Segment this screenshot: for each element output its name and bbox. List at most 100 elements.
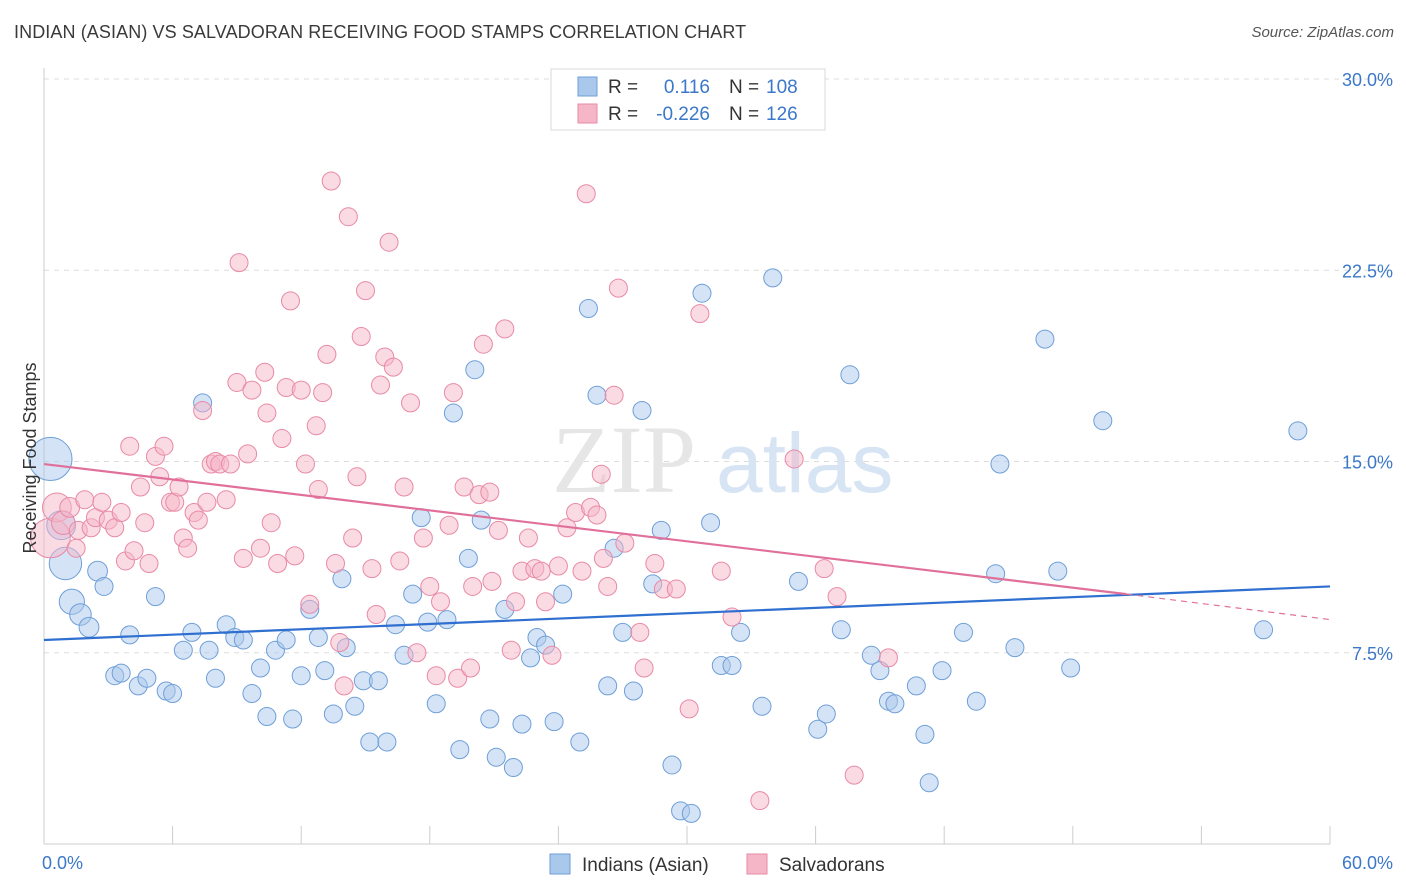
data-point — [501, 640, 521, 660]
data-point — [75, 490, 95, 510]
data-point — [379, 232, 399, 252]
data-point — [124, 541, 144, 561]
data-point — [135, 513, 155, 533]
series-legend: Indians (Asian) Salvadorans — [549, 853, 885, 876]
data-point — [280, 291, 300, 311]
data-point — [390, 551, 410, 571]
data-point — [169, 477, 189, 497]
data-point — [439, 515, 459, 535]
data-point — [990, 454, 1010, 474]
data-point — [486, 747, 506, 767]
data-point — [711, 561, 731, 581]
data-point — [426, 694, 446, 714]
data-point — [1093, 411, 1113, 431]
data-point — [458, 548, 478, 568]
data-point — [401, 393, 421, 413]
data-point — [300, 594, 320, 614]
data-point — [394, 477, 414, 497]
data-point — [752, 696, 772, 716]
data-point — [542, 645, 562, 665]
data-point — [587, 505, 607, 525]
data-point — [604, 385, 624, 405]
data-point — [953, 622, 973, 642]
data-point — [906, 676, 926, 696]
bottom-legend-label-blue: Indians (Asian) — [582, 855, 709, 876]
data-point — [518, 528, 538, 548]
data-point — [506, 592, 526, 612]
data-point — [276, 630, 296, 650]
data-point — [808, 719, 828, 739]
data-point — [431, 592, 451, 612]
data-point — [257, 707, 277, 726]
data-point — [413, 528, 433, 548]
data-point — [242, 380, 262, 400]
data-point — [137, 668, 157, 688]
trend-lines — [43, 462, 1331, 642]
data-point — [250, 538, 270, 558]
data-point — [919, 773, 939, 793]
data-point — [283, 709, 303, 729]
legend-swatch-pink — [577, 103, 598, 124]
data-point — [120, 436, 140, 456]
data-point — [94, 576, 114, 596]
legend-r-label-pink: R = — [608, 104, 638, 125]
data-point — [814, 559, 834, 579]
data-point — [366, 605, 386, 624]
data-point — [154, 436, 174, 456]
data-point — [593, 548, 613, 568]
data-point — [576, 184, 596, 204]
data-point — [495, 319, 515, 339]
watermark-zip: ZIP — [552, 406, 696, 513]
data-point — [306, 416, 326, 436]
bottom-legend-label-pink: Salvadorans — [779, 855, 885, 876]
data-point — [827, 587, 847, 607]
bottom-legend-swatch-pink — [746, 853, 768, 875]
data-point — [313, 383, 333, 403]
data-point — [578, 299, 598, 318]
data-point — [570, 732, 590, 752]
data-point — [362, 559, 382, 579]
x-tick-label-max: 60.0% — [1342, 853, 1393, 873]
data-point — [291, 380, 311, 400]
data-point — [163, 684, 183, 704]
data-point — [722, 656, 742, 675]
data-point — [544, 712, 564, 732]
data-point — [295, 454, 315, 474]
data-point — [383, 357, 403, 377]
data-point — [356, 281, 375, 301]
legend-r-value-pink: -0.226 — [656, 104, 710, 125]
data-point — [368, 671, 388, 691]
data-point — [227, 372, 247, 392]
data-point — [536, 592, 556, 612]
watermark: ZIP atlas — [552, 406, 893, 513]
data-point — [531, 561, 551, 581]
data-point — [411, 508, 431, 528]
data-point — [1061, 658, 1081, 678]
data-point — [473, 334, 493, 354]
stats-legend: R = 0.116 N = 108 R = -0.226 N = 126 — [550, 68, 826, 131]
trend-line-blue — [43, 585, 1331, 642]
data-point — [347, 467, 367, 487]
data-point — [966, 691, 986, 711]
data-point — [454, 477, 474, 497]
data-point — [120, 625, 140, 645]
data-point — [548, 556, 568, 576]
y-tick-label: 15.0% — [1342, 453, 1393, 473]
data-point — [788, 571, 808, 591]
data-point — [443, 403, 463, 423]
data-point — [587, 385, 607, 405]
data-point — [701, 513, 721, 533]
data-point — [338, 207, 358, 227]
data-point — [763, 268, 783, 288]
data-point — [250, 658, 270, 678]
data-point — [351, 327, 371, 347]
source-note: Source: ZipAtlas.com — [1251, 24, 1394, 41]
data-point — [242, 684, 262, 704]
data-point — [272, 429, 292, 449]
watermark-atlas: atlas — [716, 416, 893, 510]
data-point — [426, 666, 446, 686]
data-point — [651, 520, 671, 540]
y-axis-label: Receiving Food Stamps — [20, 362, 40, 553]
data-point — [330, 633, 350, 653]
data-point — [193, 401, 213, 420]
